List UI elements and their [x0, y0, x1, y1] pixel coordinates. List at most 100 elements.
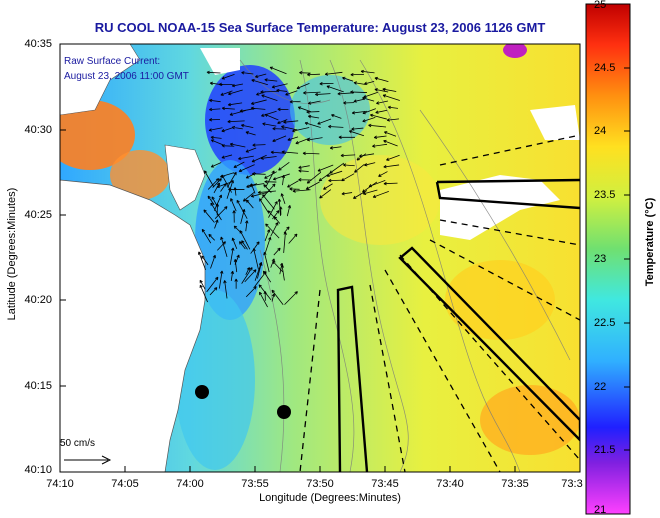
current-arrow: [285, 90, 298, 96]
current-arrow: [245, 199, 254, 209]
current-arrow: [264, 236, 272, 256]
current-arrow: [221, 73, 235, 80]
current-arrow: [245, 131, 256, 136]
x-tick-label: 73:35: [501, 478, 529, 490]
current-arrow: [220, 183, 227, 192]
current-arrow: [368, 180, 386, 188]
station-dot: [195, 385, 209, 399]
current-arrow: [284, 291, 298, 305]
y-tick-label: 40:25: [24, 209, 52, 221]
legend-time: August 23, 2006 11:00 GMT: [64, 71, 189, 82]
current-arrow: [329, 146, 342, 150]
current-arrow: [341, 191, 353, 196]
map-title: RU COOL NOAA-15 Sea Surface Temperature:…: [94, 20, 546, 35]
current-arrow: [226, 179, 234, 199]
current-arrow: [374, 88, 389, 93]
current-arrow: [364, 80, 375, 85]
current-arrow: [272, 173, 290, 181]
current-arrow: [204, 170, 215, 188]
x-tick-label: 73:55: [241, 478, 269, 490]
current-arrow: [251, 78, 268, 86]
colorbar-tick-label: 23: [594, 253, 607, 265]
current-arrow: [207, 195, 215, 205]
current-arrow: [342, 76, 354, 82]
current-arrow: [210, 254, 216, 269]
current-arrow: [269, 66, 287, 75]
current-arrow: [360, 69, 375, 74]
current-arrow: [241, 123, 254, 128]
current-arrow: [257, 190, 276, 195]
x-tick-label: 73:3: [561, 478, 583, 490]
colorbar-tick-label: 24: [594, 125, 607, 137]
cold-patch: [205, 65, 295, 175]
land-hook: [164, 144, 206, 211]
current-arrow: [233, 259, 238, 273]
current-arrow: [280, 193, 286, 204]
current-arrow: [257, 262, 263, 279]
current-arrow: [230, 270, 235, 281]
colorbar-ticks: [624, 67, 630, 451]
current-arrow: [276, 88, 288, 93]
colorbar-tick-label: 25: [594, 0, 607, 11]
current-arrow: [260, 90, 278, 94]
current-arrow: [343, 163, 355, 167]
current-arrow: [265, 170, 275, 188]
current-arrow: [264, 171, 277, 179]
colorbar-tick-label: 22.5: [594, 317, 616, 329]
current-arrow: [272, 135, 287, 143]
current-arrow: [319, 189, 332, 199]
cloud-patch: [200, 48, 240, 75]
current-arrow: [376, 100, 389, 105]
current-arrow: [264, 78, 278, 82]
current-arrow: [254, 73, 267, 79]
x-axis-label: Longitude (Degrees:Minutes): [259, 492, 401, 504]
current-arrow: [383, 139, 398, 147]
current-arrow: [209, 287, 218, 296]
current-arrow: [326, 85, 344, 93]
current-arrow: [218, 270, 224, 289]
current-arrow: [233, 161, 245, 168]
current-arrow: [383, 181, 398, 186]
y-axis-label: Latitude (Degrees:Minutes): [6, 187, 18, 321]
current-arrow: [227, 119, 245, 124]
current-arrow: [244, 269, 257, 283]
current-arrow: [317, 118, 332, 125]
current-arrow: [238, 164, 255, 173]
current-arrow: [281, 174, 286, 186]
current-arrow: [270, 258, 275, 268]
colorbar-tick-label: 22: [594, 381, 607, 393]
land-coast: [60, 179, 206, 472]
current-arrow: [210, 135, 222, 140]
current-arrow: [233, 187, 237, 196]
current-arrow: [277, 107, 289, 112]
current-arrow: [231, 125, 243, 130]
colorbar-tick-label: 21.5: [594, 444, 616, 456]
colorbar: [585, 3, 631, 515]
current-arrow: [250, 241, 260, 254]
warm-patch: [480, 385, 580, 455]
current-arrow: [228, 89, 243, 96]
current-arrow: [231, 83, 244, 88]
current-arrow: [298, 165, 310, 170]
current-arrow: [221, 127, 234, 133]
current-arrow: [273, 247, 281, 256]
current-arrow: [251, 154, 267, 163]
current-arrow: [240, 208, 246, 224]
x-tick-label: 74:10: [46, 478, 74, 490]
current-arrow: [305, 181, 320, 190]
colorbar-tick-label: 21: [594, 504, 607, 516]
current-arrow: [303, 91, 321, 95]
current-arrow: [387, 105, 399, 110]
current-arrow: [296, 82, 310, 90]
current-arrow: [372, 190, 389, 198]
current-arrow: [209, 98, 221, 103]
current-arrow: [362, 117, 376, 123]
current-arrow: [231, 237, 238, 250]
current-arrow: [288, 233, 298, 244]
current-arrow: [343, 101, 355, 105]
current-arrow: [271, 289, 284, 305]
current-arrow: [229, 142, 246, 148]
current-arrow: [273, 216, 281, 224]
current-arrow: [259, 291, 268, 308]
current-arrow: [328, 124, 344, 129]
